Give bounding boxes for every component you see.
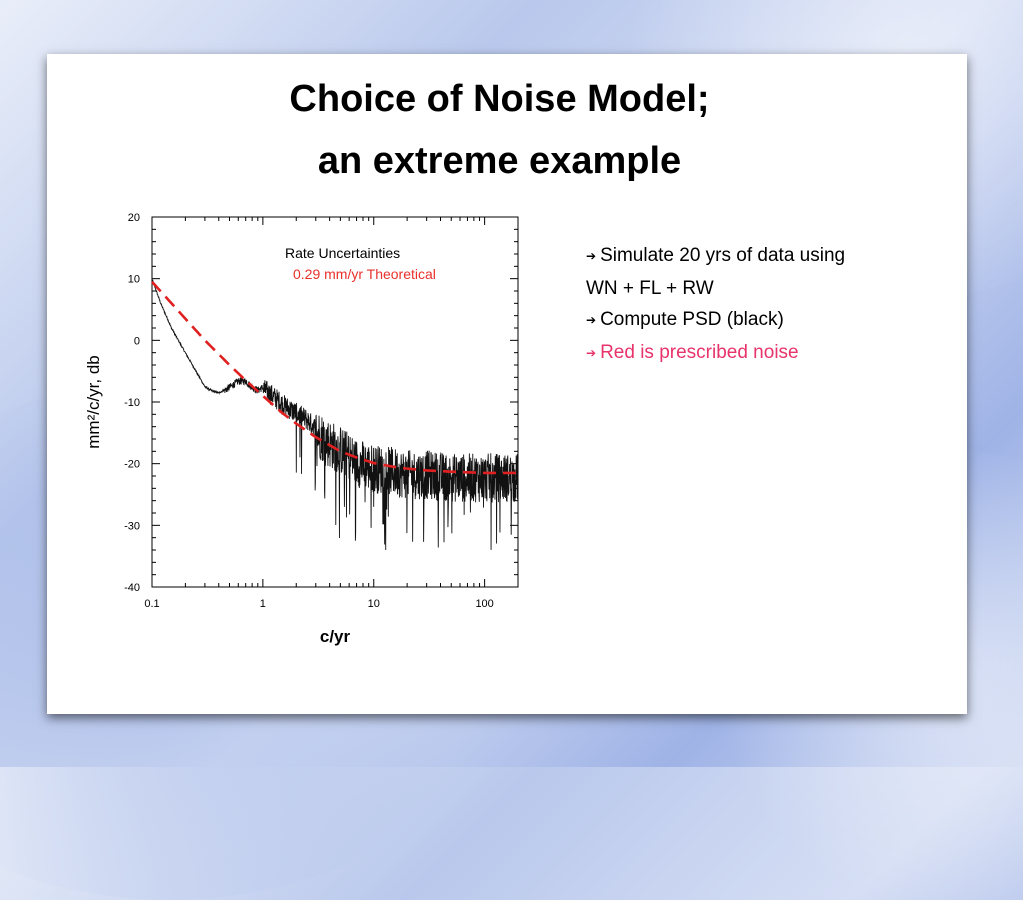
annotation-text: Rate Uncertainties bbox=[285, 245, 400, 261]
y-tick-label: 0 bbox=[134, 335, 140, 347]
y-tick-label: -20 bbox=[124, 459, 140, 471]
slide-title-line-1: Choice of Noise Model; bbox=[289, 78, 710, 120]
psd-chart: 20 10 0 -10 -20 -30 -40 0.1 1 10 100 c/yr mm²/c/yr, … bbox=[75, 209, 531, 654]
y-tick-label: 20 bbox=[128, 212, 140, 224]
slide-title-line-2: an extreme example bbox=[317, 140, 682, 182]
bullet-item-continuation: WN + FL + RW bbox=[586, 273, 946, 304]
bullet-text: Red is prescribed noise bbox=[600, 342, 799, 363]
y-tick-label: 10 bbox=[128, 274, 140, 286]
arrow-right-icon: ➔ bbox=[586, 346, 597, 360]
x-tick-label: 0.1 bbox=[144, 598, 159, 610]
arrow-right-icon: ➔ bbox=[586, 249, 597, 263]
y-axis-label: mm²/c/yr, db bbox=[84, 355, 103, 449]
y-tick-label: -10 bbox=[124, 397, 140, 409]
slide-title: Choice of Noise Model; an extreme exampl… bbox=[47, 68, 952, 192]
slide-panel: Choice of Noise Model; an extreme exampl… bbox=[47, 54, 967, 714]
bullet-item: ➔ Simulate 20 yrs of data using bbox=[586, 240, 946, 273]
bullet-text: WN + FL + RW bbox=[586, 278, 714, 299]
bullet-item: ➔ Red is prescribed noise bbox=[586, 337, 946, 370]
x-tick-label: 100 bbox=[475, 598, 493, 610]
x-axis-label: c/yr bbox=[320, 627, 351, 646]
psd-series-line bbox=[151, 278, 519, 551]
x-tick-label: 1 bbox=[260, 598, 266, 610]
annotation-text: 0.29 mm/yr Theoretical bbox=[293, 266, 436, 282]
bullet-item: ➔ Compute PSD (black) bbox=[586, 304, 946, 337]
y-tick-label: -40 bbox=[124, 582, 140, 594]
bullet-text: Compute PSD (black) bbox=[600, 309, 784, 330]
bullet-list: ➔ Simulate 20 yrs of data using WN + FL +… bbox=[586, 240, 946, 370]
prescribed-noise-line bbox=[151, 280, 518, 475]
bullet-text: Simulate 20 yrs of data using bbox=[600, 245, 846, 266]
arrow-right-icon: ➔ bbox=[586, 313, 597, 327]
x-tick-label: 10 bbox=[368, 598, 380, 610]
y-tick-label: -30 bbox=[124, 520, 140, 532]
